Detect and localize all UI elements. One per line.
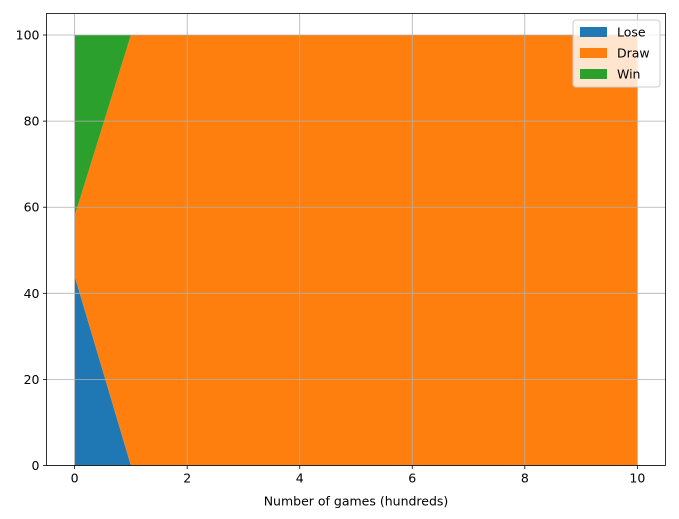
y-tick-label: 20 [24, 372, 40, 387]
x-tick-label: 6 [408, 471, 416, 486]
legend-swatch-win [580, 69, 607, 79]
legend: Lose Draw Win [572, 19, 661, 88]
x-tick-label: 4 [296, 471, 304, 486]
legend-label-draw: Draw [617, 46, 650, 61]
y-tick-label: 40 [24, 286, 40, 301]
y-tick-label: 60 [24, 200, 40, 215]
legend-label-win: Win [617, 67, 640, 82]
legend-swatch-lose [580, 27, 607, 37]
legend-swatch-draw [580, 48, 607, 58]
x-tick-label: 2 [183, 471, 191, 486]
x-axis-label: Number of games (hundreds) [264, 494, 449, 509]
y-tick-label: 80 [24, 114, 40, 129]
x-tick-label: 10 [629, 471, 645, 486]
plot-frame [46, 13, 666, 466]
x-tick-label: 8 [521, 471, 529, 486]
area-draw [74, 35, 638, 466]
legend-label-lose: Lose [617, 25, 646, 40]
axes [43, 13, 666, 469]
x-tick-label: 0 [71, 471, 79, 486]
plot-areas [74, 35, 638, 466]
y-tick-label: 100 [16, 28, 40, 43]
y-tick-label: 0 [32, 458, 40, 473]
